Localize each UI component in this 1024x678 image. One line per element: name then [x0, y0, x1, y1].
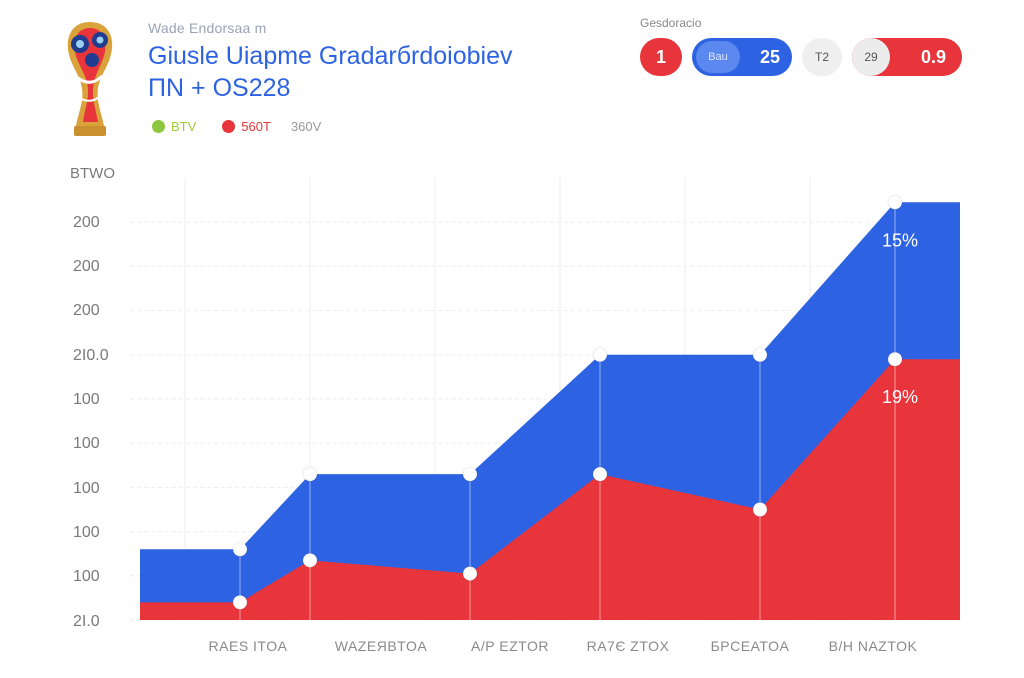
x-tick-label: БPCEATOA — [711, 638, 790, 654]
y-tick-label: 100 — [73, 391, 100, 408]
score-pill-red-value: 1 — [655, 46, 666, 67]
data-point-red — [592, 466, 608, 482]
data-point-red — [887, 351, 903, 367]
y-tick-label: 200 — [73, 302, 100, 319]
score-pill-gray[interactable]: T2 — [802, 38, 842, 76]
legend-label-gray: 360V — [290, 119, 322, 134]
data-point-blue — [887, 194, 903, 210]
score-pill-red-wide-label: 29 — [852, 38, 890, 76]
data-point-blue — [592, 347, 608, 363]
area-series-red — [140, 359, 960, 620]
data-point-blue — [232, 541, 248, 557]
score-pill-gray-value: T2 — [814, 50, 829, 64]
y-axis-title: BTWO — [70, 165, 115, 182]
x-tick-label: RAES ITOA — [209, 638, 288, 654]
world-cup-trophy-logo — [67, 22, 113, 136]
y-tick-label: 100 — [73, 480, 100, 497]
annotation-blue-series: 15% — [882, 230, 918, 250]
legend-label-green: BTV — [171, 119, 197, 134]
score-pill-red-wide-value: 0.9 — [920, 46, 946, 67]
legend-label-red: 560T — [241, 119, 271, 134]
legend: BTV 560T 360V — [152, 119, 321, 134]
data-point-red — [462, 566, 478, 582]
score-pill-blue-label: Bau — [696, 41, 740, 73]
y-tick-label: 200 — [73, 214, 100, 231]
data-point-blue — [752, 347, 768, 363]
data-point-red — [302, 552, 318, 568]
chart-subtitle: ΠN + OS228 — [148, 74, 291, 102]
score-pill-red[interactable]: 1 — [640, 38, 682, 76]
chart-supertitle: Wade Endorsaa m — [148, 20, 267, 36]
legend-red-dot — [222, 120, 236, 133]
scoreboard-caption: Gesdoracio — [640, 16, 702, 30]
x-tick-label: B/H NAZTOK — [829, 638, 918, 654]
annotation-red-series: 19% — [882, 387, 918, 407]
score-pill-blue-value: 25 — [759, 46, 780, 67]
y-tick-label: 100 — [73, 524, 100, 541]
score-pill-blue[interactable]: Bau 25 — [692, 38, 792, 76]
legend-green-dot — [152, 120, 165, 133]
data-point-red — [232, 594, 248, 610]
y-tick-label: 200 — [73, 258, 100, 275]
y-tick-label: 2I0.0 — [73, 347, 109, 364]
x-tick-label: WAZEЯBTOA — [335, 638, 428, 654]
x-tick-label: A/P EZTOR — [471, 638, 549, 654]
data-point-blue — [302, 466, 318, 482]
data-point-blue — [462, 466, 478, 482]
x-tick-label: RA7Є ZTOX — [587, 638, 670, 654]
score-pill-red-wide[interactable]: 29 0.9 — [852, 38, 962, 76]
y-tick-label: 100 — [73, 435, 100, 452]
y-tick-label: 100 — [73, 568, 100, 585]
data-point-red — [752, 502, 768, 517]
chart-title: Giusle Uiapme Gradarбrdoiobiev — [148, 42, 513, 70]
y-tick-label: 2I.0 — [73, 613, 100, 630]
